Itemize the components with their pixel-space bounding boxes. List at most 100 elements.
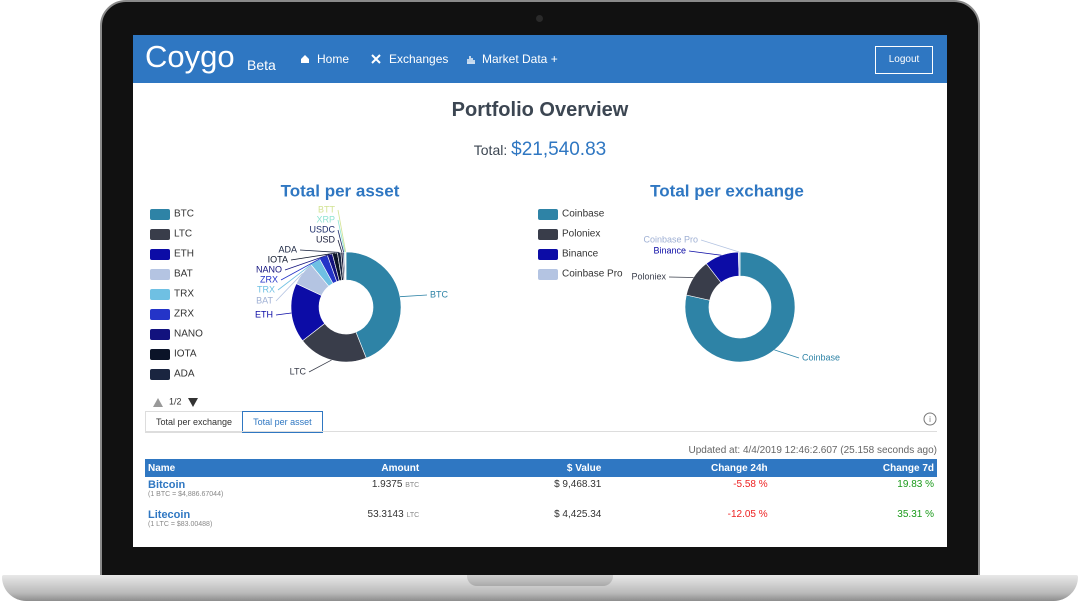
leader-line — [774, 349, 800, 359]
table-body: Bitcoin (1 BTC = $4,886.67044) 1.9375 BTC $… — [145, 477, 937, 537]
info-icon-glyph: i — [929, 415, 931, 424]
leader-line — [337, 229, 344, 253]
pager-down[interactable] — [188, 398, 198, 407]
column-header: Change 7d — [770, 459, 937, 477]
legend-swatch — [150, 289, 170, 300]
change-24h: -12.05 % — [727, 509, 768, 520]
cell: 1.9375 BTC — [319, 477, 422, 507]
slice-label: Coinbase — [802, 352, 840, 362]
chart-title: Total per exchange — [650, 181, 804, 200]
tabs: Total per exchange Total per asset — [145, 411, 323, 433]
nav-link[interactable]: Market Data + — [482, 52, 558, 66]
slice-label: IOTA — [268, 254, 288, 264]
slice-label: LTC — [290, 366, 307, 376]
amount: 53.3143 — [367, 509, 404, 520]
leader-line — [337, 239, 343, 253]
chart-icon — [467, 56, 475, 64]
pager: 1/2 — [169, 396, 182, 406]
asset-rate: (1 BTC = $4,886.67044) — [148, 491, 224, 498]
legend-label: LTC — [174, 229, 192, 240]
info-icon[interactable] — [923, 412, 937, 426]
legend-label: BTC — [174, 209, 194, 220]
tab[interactable]: Total per asset — [242, 411, 323, 433]
slice-label: TRX — [257, 284, 275, 294]
legend-swatch — [538, 269, 558, 280]
slice-label: ETH — [255, 309, 273, 319]
legend-swatch — [538, 209, 558, 220]
legend-swatch — [150, 349, 170, 360]
legend-swatch — [150, 309, 170, 320]
legend-swatch — [150, 229, 170, 240]
tab[interactable]: Total per exchange — [145, 411, 244, 433]
leader-line — [337, 219, 346, 253]
column-header: Change 24h — [604, 459, 771, 477]
charts: 1/2 i Total per asset BTC BTC LTC LTC ETH ETH B… — [150, 181, 937, 426]
legend-swatch — [150, 269, 170, 280]
holdings-table: Name Amount $ Value Change 24h Change 7d Bit… — [145, 459, 937, 537]
camera — [536, 15, 543, 22]
slice-label: ZRX — [260, 274, 278, 284]
updated-at: Updated at: 4/4/2019 12:46:2.607 (25.158… — [688, 445, 937, 456]
pager-up[interactable] — [153, 398, 163, 407]
legend-swatch — [150, 329, 170, 340]
divider — [145, 431, 937, 432]
legend-label: TRX — [174, 289, 194, 300]
column-header: Name — [145, 459, 320, 477]
change-7d: 19.83 % — [897, 479, 934, 490]
asset-name[interactable]: Bitcoin — [148, 479, 186, 491]
leader-line — [688, 250, 722, 256]
asset-rate: (1 LTC = $83.00488) — [148, 521, 213, 528]
amount-unit: BTC — [405, 482, 420, 489]
legend-label: BAT — [174, 269, 193, 280]
brand[interactable]: Coygo — [145, 39, 235, 74]
legend-swatch — [150, 209, 170, 220]
usd-value: $ 9,468.31 — [554, 479, 602, 490]
change-7d: 35.31 % — [897, 509, 934, 520]
legend-label: ZRX — [174, 309, 194, 320]
slice-label: USDC — [309, 224, 335, 234]
screen: Coygo Beta Home Exchanges Market Data + … — [133, 35, 947, 547]
legend-swatch — [538, 249, 558, 260]
navbar: Coygo Beta Home Exchanges Market Data + … — [133, 35, 947, 83]
leader-line — [337, 209, 347, 253]
legend-label: IOTA — [174, 349, 197, 360]
nav-link[interactable]: Exchanges — [389, 52, 449, 66]
amount-unit: LTC — [406, 512, 420, 519]
donut-slice — [345, 251, 402, 359]
logout-button[interactable]: Logout — [875, 46, 933, 74]
home-icon — [301, 55, 309, 63]
leader-line — [290, 252, 335, 261]
leader-line — [308, 359, 332, 373]
page-title: Portfolio Overview — [451, 99, 629, 121]
amount: 1.9375 — [371, 479, 403, 490]
legend-label: NANO — [174, 329, 203, 340]
slice-label: ADA — [278, 244, 297, 254]
brand-badge: Beta — [247, 57, 276, 73]
column-header: Amount — [319, 459, 423, 477]
table-row: Litecoin (1 LTC = $83.00488) 53.3143 LTC $ … — [145, 507, 937, 537]
total-value: $21,540.83 — [511, 139, 607, 160]
chart-title: Total per asset — [281, 181, 400, 200]
cell: Litecoin (1 LTC = $83.00488) — [145, 507, 319, 537]
slice-label: XRP — [316, 214, 335, 224]
leader-line — [275, 273, 303, 302]
legend-label: ADA — [174, 369, 195, 380]
legend-label: Binance — [562, 249, 599, 260]
legend-swatch — [150, 369, 170, 380]
slice-label: BAT — [256, 295, 273, 305]
tools-icon — [371, 54, 381, 64]
donut-slice — [684, 251, 796, 363]
leader-line — [280, 256, 324, 281]
legend-swatch — [538, 229, 558, 240]
slice-label: Poloniex — [631, 271, 666, 281]
legend-swatch — [150, 249, 170, 260]
asset-name[interactable]: Litecoin — [148, 509, 191, 521]
leader-line — [277, 261, 316, 291]
legend-label: Coinbase — [562, 209, 605, 220]
donut-slice — [345, 251, 347, 281]
legend-label: ETH — [174, 249, 194, 260]
leader-line — [400, 294, 428, 298]
leader-line — [284, 254, 330, 271]
nav-link[interactable]: Home — [317, 52, 350, 66]
